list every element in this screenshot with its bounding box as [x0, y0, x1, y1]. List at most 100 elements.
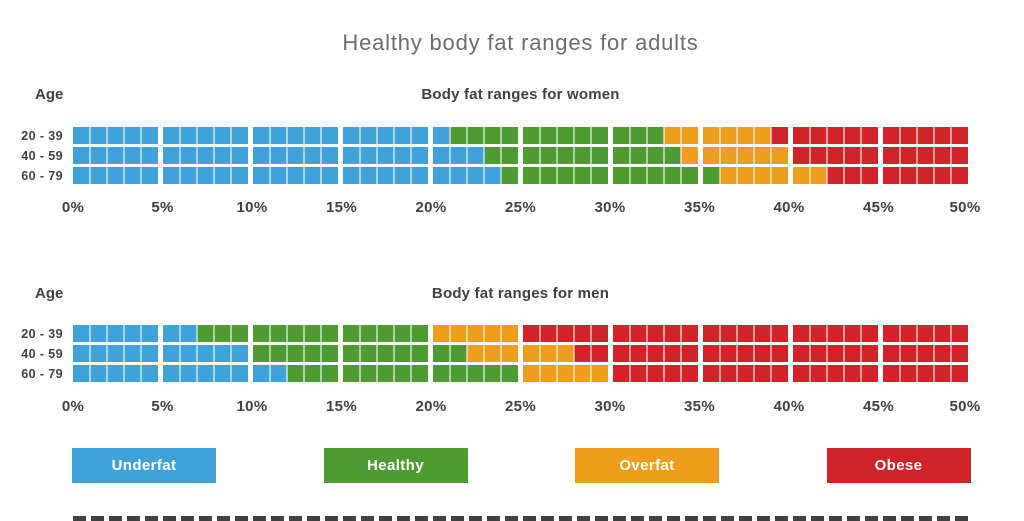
percent-tick [302, 167, 305, 184]
percent-tick [769, 325, 772, 342]
percent-tick [212, 345, 215, 362]
percent-tick [269, 365, 271, 382]
legend-label: Obese [874, 457, 923, 474]
percent-tick [719, 147, 722, 164]
percent-tick [178, 167, 181, 184]
percent-tick [195, 127, 198, 144]
percent-tick [449, 167, 452, 184]
percent-tick [482, 345, 485, 362]
percent-tick [122, 167, 125, 184]
percent-tick [663, 167, 666, 184]
axis-tick-label: 25% [505, 199, 536, 216]
percent-tick [736, 365, 739, 382]
percent-tick [556, 325, 559, 342]
axis-tick-label: 20% [415, 199, 447, 216]
percent-tick [105, 167, 108, 184]
percent-tick [285, 365, 288, 382]
percent-tick [826, 167, 829, 184]
bar-block [703, 167, 788, 184]
bar-block [613, 127, 698, 144]
percent-tick [933, 365, 936, 382]
percent-tick [319, 167, 322, 184]
percent-tick [843, 127, 846, 144]
bar-block [883, 325, 968, 342]
percent-tick [269, 325, 271, 342]
bar-block [793, 147, 878, 164]
bar-block [433, 167, 518, 184]
axis-tick-label: 0% [61, 398, 85, 415]
percent-tick [843, 365, 846, 382]
axis-tick-label: 10% [236, 199, 268, 216]
percent-tick [916, 365, 919, 382]
axis-tick-label: 25% [505, 398, 536, 415]
bar-block [883, 365, 968, 382]
bar-block [793, 167, 878, 184]
bar-block [343, 345, 428, 362]
bar-block [73, 167, 158, 184]
percent-tick [139, 325, 142, 342]
percent-tick [178, 365, 181, 382]
percent-tick [663, 365, 666, 382]
percent-tick [212, 325, 215, 342]
percent-tick [572, 325, 575, 342]
bar-block [883, 127, 968, 144]
percent-tick [679, 147, 682, 164]
percent-tick [105, 147, 108, 164]
percent-tick [375, 325, 378, 342]
percent-tick [88, 147, 91, 164]
percent-tick [359, 127, 362, 144]
chart-subtitle: Body fat ranges for men [431, 285, 610, 302]
percent-tick [392, 365, 395, 382]
bar-block [433, 127, 518, 144]
percent-tick [466, 365, 468, 382]
legend-box-overfat: Overfat [575, 448, 719, 483]
percent-tick [229, 147, 232, 164]
percent-tick [105, 325, 108, 342]
bar-block [253, 127, 338, 144]
percent-tick [809, 345, 812, 362]
percent-tick [899, 325, 902, 342]
percent-tick [769, 147, 772, 164]
percent-tick [88, 127, 91, 144]
percent-tick [409, 345, 412, 362]
percent-tick [663, 345, 666, 362]
percent-tick [229, 127, 232, 144]
percent-tick [212, 127, 215, 144]
bar-block [343, 167, 428, 184]
percent-tick [539, 365, 542, 382]
page-title: Healthy body fat ranges for adults [342, 30, 699, 55]
percent-tick [809, 127, 812, 144]
percent-tick [409, 365, 412, 382]
percent-tick [629, 325, 632, 342]
percent-tick [499, 345, 502, 362]
percent-tick [572, 167, 575, 184]
axis-tick-label: 50% [949, 199, 981, 216]
percent-tick [589, 345, 592, 362]
percent-tick [359, 167, 362, 184]
percent-tick [769, 345, 772, 362]
legend-box-underfat: Underfat [72, 448, 216, 483]
percent-tick [229, 325, 232, 342]
percent-tick [285, 345, 288, 362]
percent-tick [826, 365, 829, 382]
percent-tick [539, 147, 542, 164]
percent-tick [769, 365, 772, 382]
percent-tick [809, 167, 812, 184]
percent-tick [539, 325, 542, 342]
percent-tick [359, 345, 362, 362]
percent-tick [178, 345, 181, 362]
percent-tick [122, 365, 125, 382]
percent-tick [269, 127, 271, 144]
axis-tick-label: 45% [863, 199, 894, 216]
percent-tick [556, 127, 559, 144]
percent-tick [285, 325, 288, 342]
bar-block [253, 167, 338, 184]
percent-tick [809, 325, 812, 342]
percent-tick [375, 365, 378, 382]
percent-tick [826, 127, 829, 144]
percent-tick [843, 325, 846, 342]
percent-tick [572, 147, 575, 164]
percent-tick [916, 147, 919, 164]
percent-tick [392, 167, 395, 184]
